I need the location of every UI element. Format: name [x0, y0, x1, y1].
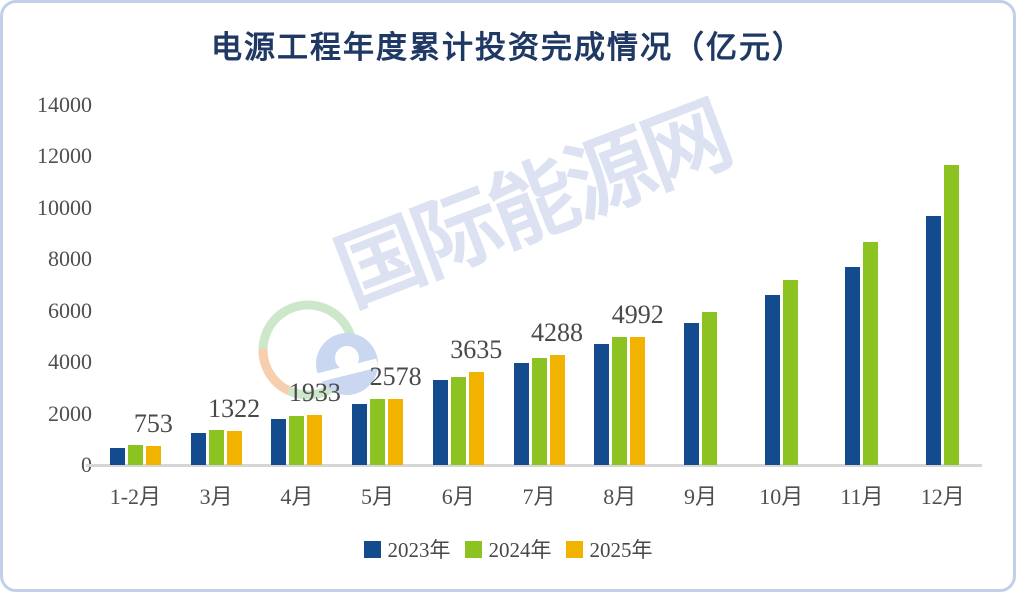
y-tick-label: 14000 [37, 92, 92, 117]
bar-group: 1322 3月 [176, 105, 261, 509]
x-tick-label: 10月 [759, 484, 804, 509]
x-tick-label: 3月 [199, 484, 233, 509]
bar-value-label: 3635 [450, 334, 503, 364]
bar-2024年-3月 [208, 430, 224, 465]
legend-item-2023年: 2023年 [363, 534, 451, 564]
bar-2023年-4月 [271, 418, 287, 465]
bar-2025年-4月 [307, 415, 323, 465]
bar-2025年-3月 [226, 431, 242, 465]
bar-value-label: 753 [133, 408, 173, 438]
bar-value-label: 1933 [288, 378, 341, 408]
bar-group: 11月 [822, 105, 903, 509]
bar-2023年-3月 [190, 432, 206, 465]
chart-title: 电源工程年度累计投资完成情况（亿元） [211, 30, 805, 65]
x-tick-label: 8月 [603, 484, 637, 509]
bar-2023年-8月 [594, 344, 610, 465]
bar-2023年-1-2月 [109, 447, 125, 465]
y-tick-label: 2000 [48, 400, 92, 426]
legend-label: 2023年 [387, 538, 451, 562]
bar-group: 1933 4月 [256, 105, 341, 509]
bar-2024年-11月 [863, 242, 879, 465]
bar-group: 9月 [660, 105, 741, 509]
legend-label: 2025年 [589, 538, 653, 562]
bar-2024年-4月 [289, 415, 305, 465]
bar-group: 3635 6月 [418, 105, 503, 509]
bar-2025年-5月 [388, 398, 404, 465]
bar-value-label: 4288 [531, 317, 584, 347]
legend-swatch-icon [363, 540, 381, 558]
bar-value-label: 2578 [369, 361, 422, 391]
bar-2025年-7月 [549, 354, 565, 465]
bar-group: 2578 5月 [337, 105, 422, 509]
y-tick-label: 8000 [48, 246, 92, 272]
bar-group: 4288 7月 [499, 105, 584, 509]
energy-globe-logo-watermark [258, 300, 379, 400]
bar-2023年-11月 [845, 266, 861, 465]
bar-2024年-5月 [370, 398, 386, 465]
y-tick-label: 4000 [48, 349, 92, 375]
bar-2023年-10月 [764, 294, 780, 465]
bar-value-label: 4992 [611, 299, 664, 329]
bar-2023年-9月 [684, 322, 699, 465]
x-tick-label: 1-2月 [109, 484, 162, 509]
x-axis-line [86, 464, 982, 467]
bar-2024年-12月 [944, 164, 960, 465]
y-axis-tick-labels: 0 2000 4000 6000 8000 10000 12000 14000 [0, 92, 92, 477]
x-tick-label: 4月 [280, 484, 314, 509]
bar-2023年-6月 [432, 379, 448, 465]
x-tick-label: 12月 [920, 484, 965, 509]
bar-2025年-1-2月 [145, 445, 161, 465]
x-tick-label: 6月 [441, 484, 475, 509]
y-tick-label: 12000 [37, 143, 92, 169]
bar-2024年-7月 [531, 358, 547, 465]
legend-swatch-icon [464, 540, 482, 558]
y-tick-label: 10000 [37, 194, 92, 220]
legend-item-2025年: 2025年 [565, 534, 653, 564]
bar-group: 4992 8月 [579, 105, 664, 509]
bar-group: 12月 [902, 105, 983, 509]
plot-area: 753 1-2月 1322 3月 1933 4月 2578 5月 3635 6月 4288 7月 499… [95, 105, 983, 509]
bar-2024年-8月 [612, 337, 628, 465]
bar-2024年-1-2月 [127, 445, 143, 465]
bar-2023年-12月 [926, 216, 942, 465]
bar-2024年-6月 [450, 376, 466, 465]
bar-value-label: 1322 [208, 394, 261, 423]
x-tick-label: 5月 [361, 484, 395, 509]
bar-2025年-6月 [468, 371, 484, 465]
bar-2023年-7月 [513, 362, 529, 465]
legend-swatch-icon [565, 540, 583, 558]
bar-2023年-5月 [352, 403, 368, 465]
x-tick-label: 9月 [683, 484, 718, 509]
y-tick-label: 6000 [48, 297, 92, 323]
bar-group: 753 1-2月 [95, 105, 176, 509]
legend-item-2024年: 2024年 [464, 534, 552, 564]
bar-2025年-8月 [630, 336, 646, 465]
legend-label: 2024年 [488, 538, 552, 562]
bar-group: 10月 [741, 105, 822, 509]
bar-2024年-9月 [702, 311, 717, 465]
x-tick-label: 11月 [840, 484, 884, 509]
y-tick-label: 0 [0, 452, 92, 478]
legend: 2023年 2024年 2025年 [0, 534, 1016, 564]
x-tick-label: 7月 [522, 484, 556, 509]
bar-2024年-10月 [782, 280, 798, 465]
